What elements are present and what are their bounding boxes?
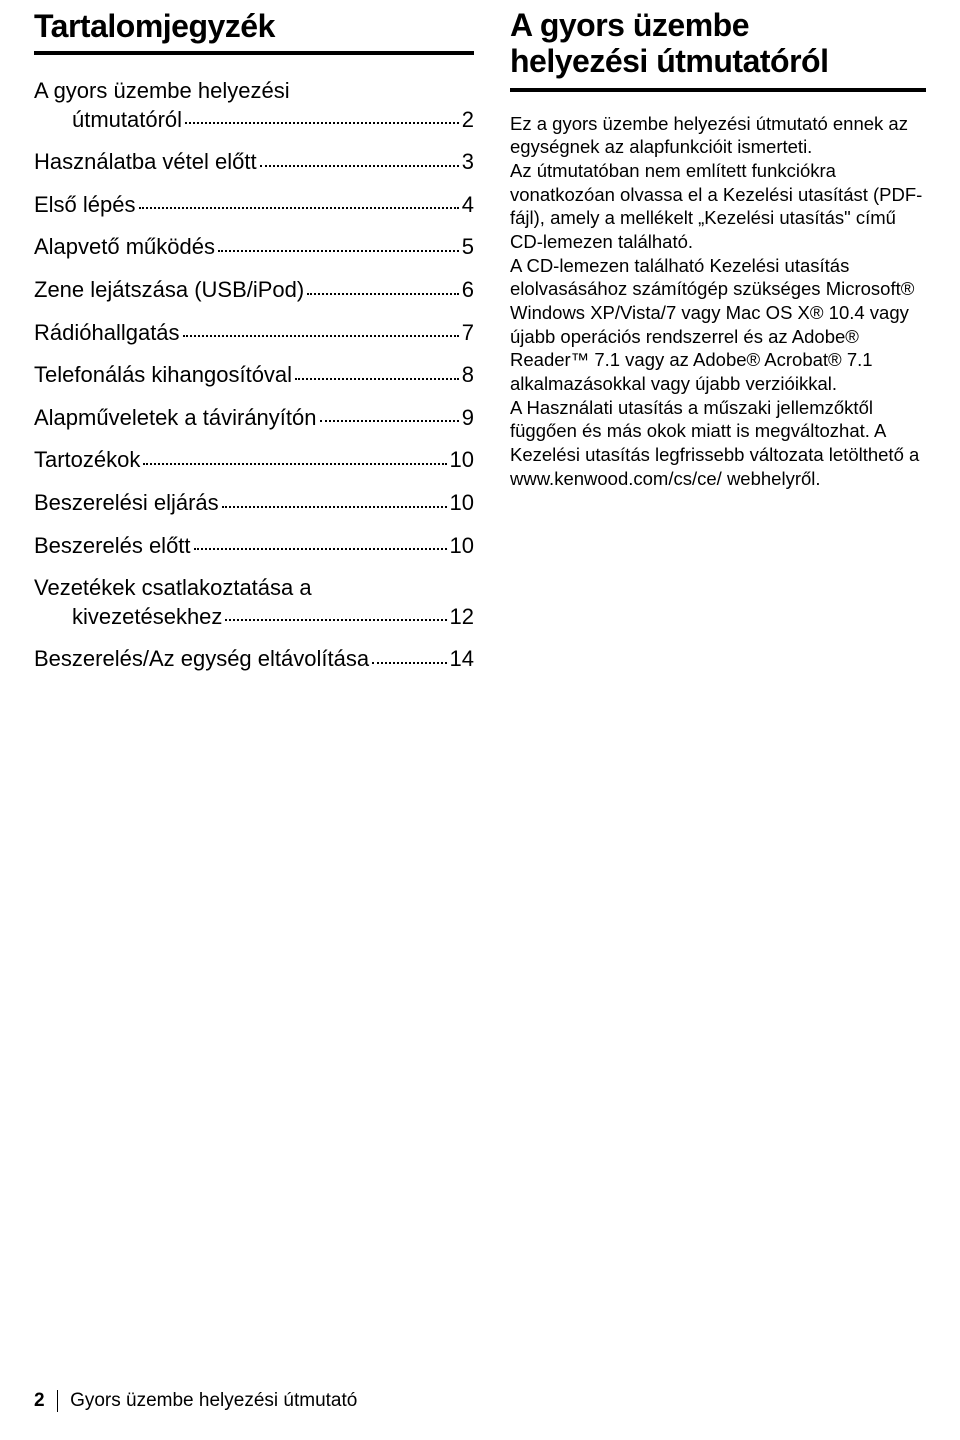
- toc-page-number: 2: [462, 106, 474, 135]
- toc-list: A gyors üzembe helyezésiútmutatóról 2 Hasz…: [34, 77, 474, 674]
- toc-label: Beszerelési eljárás: [34, 489, 219, 518]
- toc-page-number: 14: [450, 645, 474, 674]
- toc-label-cont: útmutatóról: [34, 106, 182, 135]
- toc-leader: [295, 378, 459, 380]
- toc-leader: [260, 165, 459, 167]
- section-title-line2: helyezési útmutatóról: [510, 43, 828, 79]
- toc-entry: Telefonálás kihangosítóval 8: [34, 361, 474, 390]
- toc-page-number: 7: [462, 319, 474, 348]
- toc-page-number: 3: [462, 148, 474, 177]
- footer-divider: [57, 1390, 59, 1412]
- toc-page-number: 10: [450, 532, 474, 561]
- toc-entry: Vezetékek csatlakoztatása akivezetésekhe…: [34, 574, 474, 631]
- toc-leader: [183, 335, 459, 337]
- toc-leader: [320, 420, 459, 422]
- toc-entry: Beszerelés előtt 10: [34, 532, 474, 561]
- toc-page-number: 8: [462, 361, 474, 390]
- footer-page-number: 2: [34, 1390, 45, 1412]
- toc-entry: Beszerelés/Az egység eltávolítása 14: [34, 645, 474, 674]
- section-title-line1: A gyors üzembe: [510, 7, 749, 43]
- toc-label: Rádióhallgatás: [34, 319, 180, 348]
- toc-page-number: 12: [450, 603, 474, 632]
- toc-entry: Alapműveletek a távirányítón 9: [34, 404, 474, 433]
- toc-entry: A gyors üzembe helyezésiútmutatóról 2: [34, 77, 474, 134]
- toc-label-cont: kivezetésekhez: [34, 603, 222, 632]
- toc-entry: Zene lejátszása (USB/iPod) 6: [34, 276, 474, 305]
- toc-entry: Használatba vétel előtt 3: [34, 148, 474, 177]
- toc-label: Beszerelés előtt: [34, 532, 191, 561]
- toc-label: Zene lejátszása (USB/iPod): [34, 276, 304, 305]
- toc-label: Használatba vétel előtt: [34, 148, 257, 177]
- toc-leader: [194, 548, 447, 550]
- footer-text: Gyors üzembe helyezési útmutató: [70, 1390, 357, 1412]
- section-column: A gyors üzembe helyezési útmutatóról Ez …: [510, 8, 926, 688]
- toc-entry: Alapvető működés 5: [34, 233, 474, 262]
- toc-entry: Beszerelési eljárás 10: [34, 489, 474, 518]
- toc-page-number: 5: [462, 233, 474, 262]
- toc-leader: [185, 122, 459, 124]
- page-footer: 2 Gyors üzembe helyezési útmutató: [34, 1390, 357, 1412]
- toc-label: Első lépés: [34, 191, 136, 220]
- section-body: Ez a gyors üzembe helyezési útmutató enn…: [510, 112, 926, 491]
- toc-leader: [218, 250, 459, 252]
- toc-page-number: 9: [462, 404, 474, 433]
- toc-column: Tartalomjegyzék A gyors üzembe helyezési…: [34, 8, 474, 688]
- toc-label: Telefonálás kihangosítóval: [34, 361, 292, 390]
- body-paragraph: Ez a gyors üzembe helyezési útmutató enn…: [510, 112, 926, 159]
- toc-title: Tartalomjegyzék: [34, 8, 474, 55]
- section-title: A gyors üzembe helyezési útmutatóról: [510, 8, 926, 92]
- body-paragraph: A CD-lemezen található Kezelési utasítás…: [510, 254, 926, 396]
- toc-label: Alapvető működés: [34, 233, 215, 262]
- toc-label: Beszerelés/Az egység eltávolítása: [34, 645, 369, 674]
- toc-entry: Rádióhallgatás 7: [34, 319, 474, 348]
- toc-label: Vezetékek csatlakoztatása a: [34, 574, 474, 603]
- toc-page-number: 4: [462, 191, 474, 220]
- toc-page-number: 6: [462, 276, 474, 305]
- toc-leader: [143, 463, 446, 465]
- page-columns: Tartalomjegyzék A gyors üzembe helyezési…: [0, 0, 960, 688]
- toc-leader: [307, 293, 459, 295]
- toc-leader: [372, 662, 446, 664]
- toc-entry: Első lépés 4: [34, 191, 474, 220]
- toc-entry: Tartozékok 10: [34, 446, 474, 475]
- toc-leader: [222, 506, 447, 508]
- body-paragraph: Az útmutatóban nem említett funkciókra v…: [510, 159, 926, 254]
- toc-page-number: 10: [450, 446, 474, 475]
- body-paragraph: A Használati utasítás a műszaki jellemző…: [510, 396, 926, 491]
- toc-page-number: 10: [450, 489, 474, 518]
- toc-leader: [225, 619, 446, 621]
- toc-label: Alapműveletek a távirányítón: [34, 404, 317, 433]
- toc-leader: [139, 207, 459, 209]
- toc-label: A gyors üzembe helyezési: [34, 77, 474, 106]
- toc-label: Tartozékok: [34, 446, 140, 475]
